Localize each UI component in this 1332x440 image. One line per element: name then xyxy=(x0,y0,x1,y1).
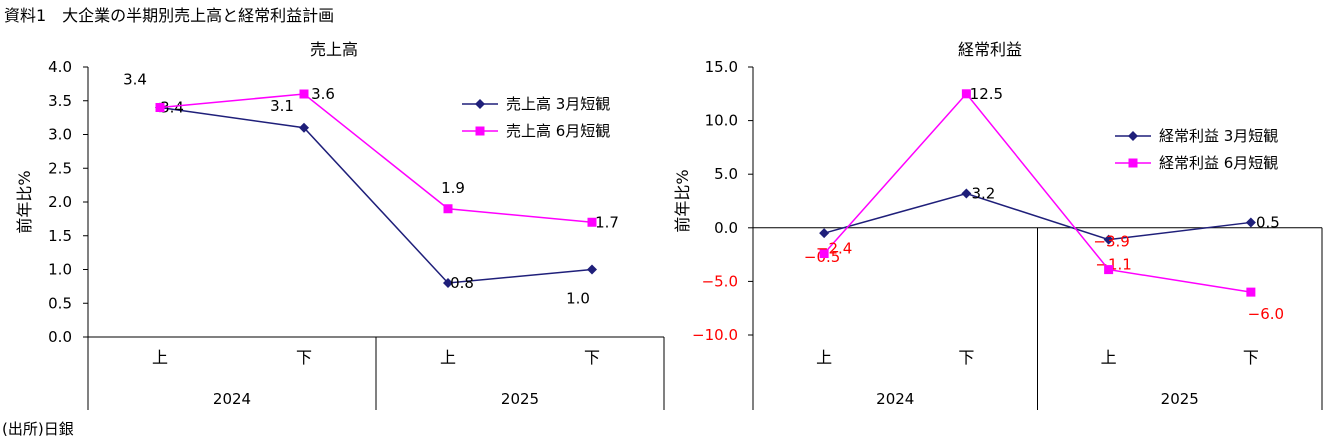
series-1-point xyxy=(587,264,597,275)
y-tick-label: −5.0 xyxy=(702,272,738,290)
group-label: 2024 xyxy=(876,390,914,408)
chart-title: 経常利益 xyxy=(958,40,1022,59)
y-tick-label: 10.0 xyxy=(705,112,738,130)
series-2-data-label: 1.9 xyxy=(441,179,465,197)
category-label: 下 xyxy=(296,348,312,367)
chart-title: 売上高 xyxy=(310,40,358,59)
series-1-point xyxy=(443,278,453,288)
legend-marker xyxy=(1128,158,1138,168)
group-label: 2024 xyxy=(213,390,251,408)
group-label: 2025 xyxy=(501,390,539,408)
y-tick-label: 15.0 xyxy=(705,58,738,76)
series-2-data-label: 1.7 xyxy=(595,213,619,231)
series-2-data-label: 3.6 xyxy=(311,85,335,103)
series-2-point xyxy=(961,89,971,99)
series-2-point xyxy=(1246,287,1256,297)
legend-marker xyxy=(475,99,485,109)
series-2-point xyxy=(819,249,829,259)
y-axis-label: 前年比% xyxy=(15,170,34,233)
series-1-point xyxy=(1103,234,1114,245)
series-2-data-label: −2.4 xyxy=(816,240,852,258)
series-2-point xyxy=(155,103,165,112)
legend-label: 経常利益 6月短観 xyxy=(1159,154,1278,172)
legend-marker xyxy=(475,126,485,136)
series-1-point xyxy=(961,188,972,199)
series-line-1 xyxy=(823,192,1251,241)
series-1-data-label: 3.2 xyxy=(971,184,995,202)
series-2-data-label: −6.0 xyxy=(1248,305,1284,323)
series-2-point xyxy=(587,217,597,227)
series-2-point xyxy=(299,89,309,99)
category-label: 上 xyxy=(1101,348,1117,367)
legend-label: 経常利益 3月短観 xyxy=(1159,127,1278,145)
series-1-data-label: 3.4 xyxy=(160,99,184,117)
y-tick-label: 0.0 xyxy=(714,219,738,237)
y-tick-label: 0.5 xyxy=(48,294,72,312)
category-label: 下 xyxy=(958,348,974,367)
series-1-point xyxy=(1245,217,1256,228)
y-tick-label: 2.0 xyxy=(48,193,72,211)
legend-label: 売上高 6月短観 xyxy=(506,122,610,140)
y-tick-label: 4.0 xyxy=(48,58,72,76)
series-2-point xyxy=(1104,265,1114,275)
y-tick-label: 3.0 xyxy=(48,126,72,144)
document-title: 資料1 大企業の半期別売上高と経常利益計画 xyxy=(4,6,335,25)
y-tick-label: 5.0 xyxy=(714,165,738,183)
series-line-1 xyxy=(159,106,593,284)
y-tick-label: 2.5 xyxy=(48,159,72,177)
y-axis-label: 前年比% xyxy=(673,169,692,232)
category-label: 下 xyxy=(1243,348,1259,367)
y-tick-label: 1.0 xyxy=(48,261,72,279)
series-1-data-label: 0.5 xyxy=(1256,213,1280,231)
series-1-data-label: 0.8 xyxy=(450,274,474,292)
category-label: 上 xyxy=(440,348,456,367)
category-label: 上 xyxy=(152,348,168,367)
series-2-data-label: 12.5 xyxy=(970,85,1003,103)
series-1-data-label: 3.1 xyxy=(270,97,294,115)
category-label: 上 xyxy=(816,348,832,367)
group-label: 2025 xyxy=(1161,390,1199,408)
legend-label: 売上高 3月短観 xyxy=(506,95,610,113)
series-1-point xyxy=(819,228,830,239)
series-2-data-label: 3.4 xyxy=(123,71,147,89)
series-2-point xyxy=(443,204,453,214)
source-note: (出所)日銀 xyxy=(2,420,74,438)
category-label: 下 xyxy=(584,348,600,367)
y-tick-label: 1.5 xyxy=(48,227,72,245)
series-1-data-label: 1.0 xyxy=(566,290,590,308)
series-1-point xyxy=(299,122,309,133)
series-2-data-label: −3.9 xyxy=(1093,233,1129,251)
legend-marker xyxy=(1128,131,1138,141)
y-tick-label: 3.5 xyxy=(48,92,72,110)
y-tick-label: −10.0 xyxy=(692,326,738,344)
y-tick-label: 0.0 xyxy=(48,328,72,346)
series-line-2 xyxy=(159,93,593,223)
series-line-2 xyxy=(823,92,1251,293)
